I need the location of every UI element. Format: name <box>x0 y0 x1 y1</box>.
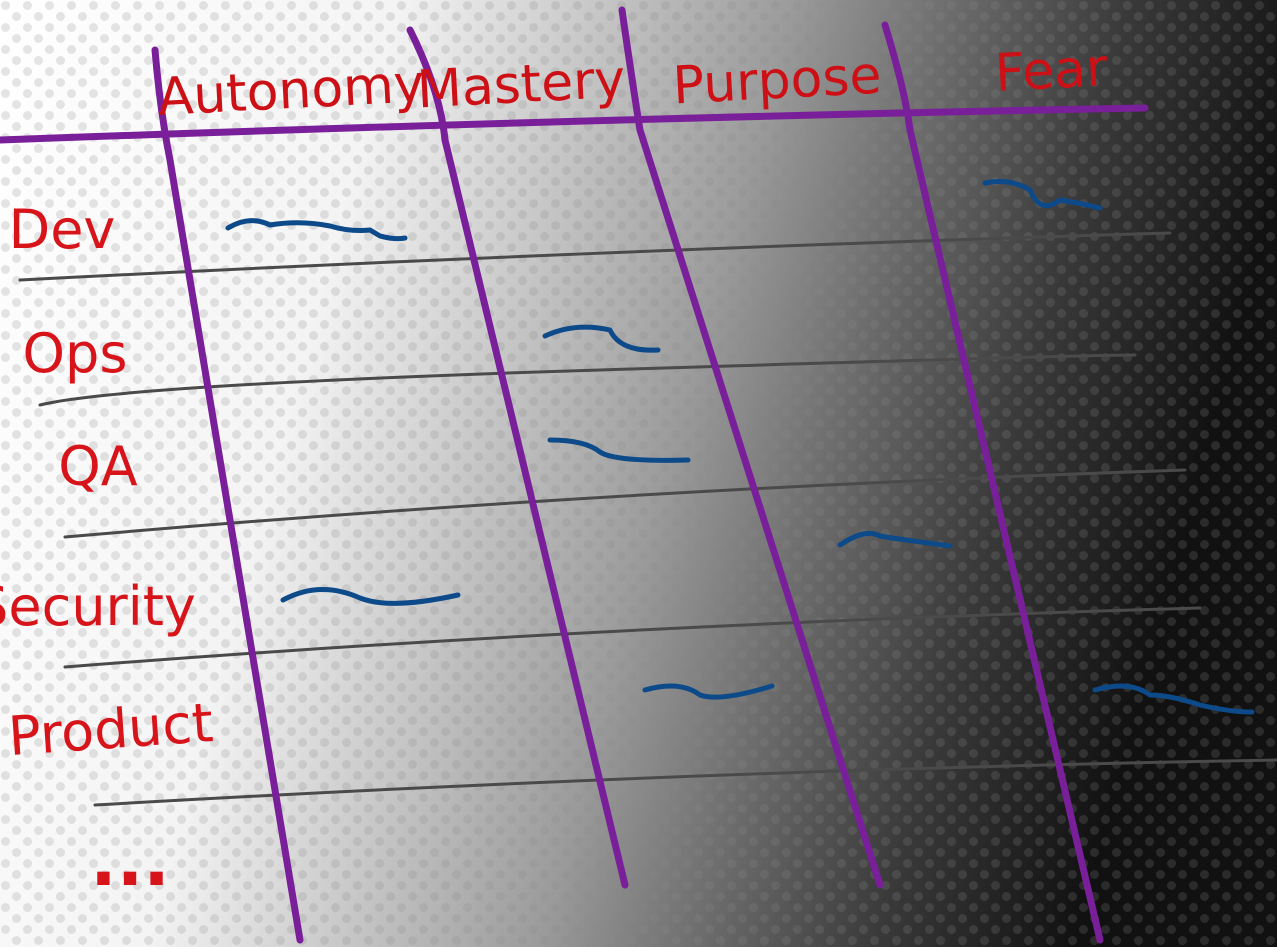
squiggle <box>1092 683 1255 715</box>
row-label: QA <box>58 435 138 498</box>
row-label: Product <box>6 691 215 768</box>
squiggle <box>982 179 1103 211</box>
column-header: Mastery <box>416 50 627 121</box>
row-label: Security <box>0 575 196 638</box>
column-line <box>618 6 884 889</box>
squiggle <box>280 587 461 606</box>
grid <box>0 6 1277 944</box>
column-headers: Autonomy Mastery Purpose Fear <box>156 38 1109 128</box>
column-header: Fear <box>993 38 1109 104</box>
row-line <box>38 353 1137 407</box>
row-line <box>63 468 1187 539</box>
squiggle <box>225 218 408 242</box>
column-line <box>406 26 629 889</box>
squiggle <box>547 437 691 463</box>
squiggles <box>225 179 1255 715</box>
row-label: ... <box>90 820 170 902</box>
column-line <box>151 46 304 944</box>
row-labels: Dev Ops QA Security Product ... <box>0 198 215 902</box>
row-label: Dev <box>9 198 116 261</box>
squiggle <box>542 324 661 353</box>
row-label: Ops <box>23 322 128 385</box>
column-header: Autonomy <box>156 54 426 128</box>
header-line <box>0 104 1149 144</box>
squiggle <box>837 531 953 549</box>
column-line <box>881 21 1104 944</box>
column-header: Purpose <box>671 46 883 117</box>
squiggle <box>642 683 775 700</box>
